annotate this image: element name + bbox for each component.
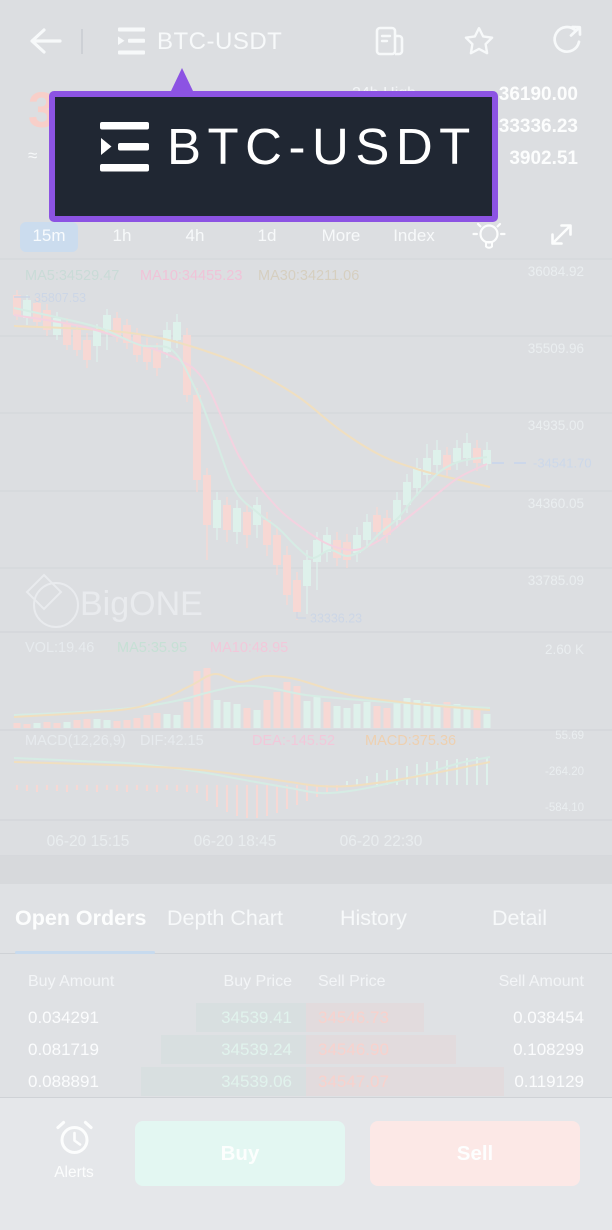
svg-text:34360.05: 34360.05 [528,496,584,511]
svg-text:BigONE: BigONE [80,585,203,623]
svg-text:2.60 K: 2.60 K [545,642,584,657]
svg-text:33336.23: 33336.23 [310,612,362,626]
svg-text:-264.20: -264.20 [545,766,584,778]
svg-text:34935.00: 34935.00 [528,418,584,433]
svg-text:-34541.70: -34541.70 [533,456,592,471]
svg-text:-584.10: -584.10 [545,802,584,814]
svg-text:35807.53: 35807.53 [34,291,86,305]
svg-text:33785.09: 33785.09 [528,573,584,588]
svg-text:36084.92: 36084.92 [528,264,584,279]
svg-text:35509.96: 35509.96 [528,341,584,356]
svg-text:55.69: 55.69 [555,730,584,742]
